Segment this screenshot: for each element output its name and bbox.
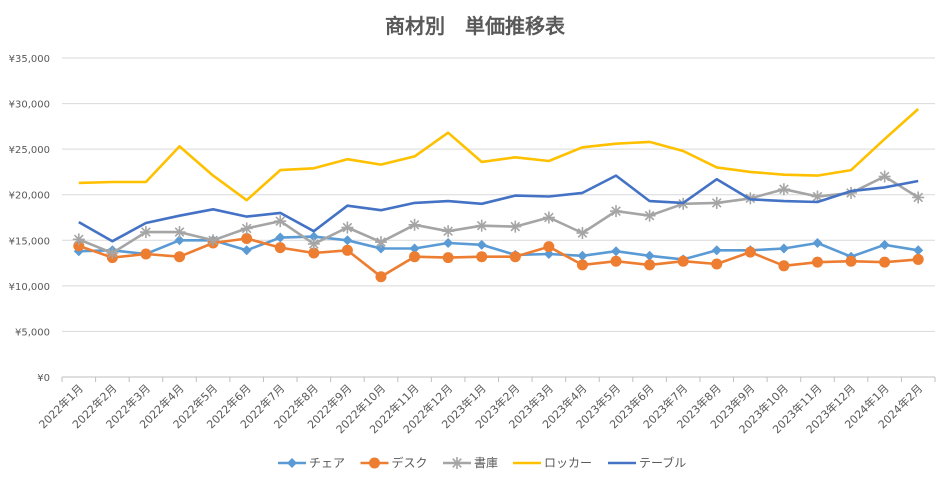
data-point <box>375 271 387 283</box>
data-point <box>778 260 790 272</box>
data-point <box>374 236 387 249</box>
data-point <box>442 225 455 238</box>
data-point <box>644 250 655 261</box>
series-lines <box>72 108 925 283</box>
legend-label: テーブル <box>639 455 686 470</box>
grid-lines <box>62 57 935 378</box>
y-tick-label: ¥30,000 <box>9 100 50 111</box>
data-point <box>241 232 253 244</box>
data-point <box>643 209 656 222</box>
data-point <box>542 211 555 224</box>
y-axis-ticks: ¥0 ¥5,000 ¥10,000 ¥15,000 ¥20,000 ¥25,000 ¥30,… <box>9 54 50 384</box>
data-point <box>275 232 286 243</box>
legend-marker <box>287 458 297 468</box>
series-5 <box>78 174 919 243</box>
data-point <box>610 205 623 218</box>
legend-item: デスク <box>360 455 428 470</box>
data-point <box>811 256 823 268</box>
data-point <box>72 233 85 246</box>
data-point <box>912 191 925 204</box>
y-tick-label: ¥15,000 <box>9 236 50 247</box>
legend-item: 書庫 <box>443 456 498 470</box>
data-point <box>475 219 488 232</box>
data-point <box>577 250 588 261</box>
legend-marker <box>369 457 380 469</box>
data-point <box>845 255 857 267</box>
data-point <box>711 245 722 256</box>
data-point <box>576 226 589 239</box>
data-point <box>778 243 789 254</box>
data-point <box>610 255 622 267</box>
data-point <box>879 239 890 250</box>
data-point <box>409 251 421 263</box>
data-point <box>341 244 353 256</box>
data-point <box>476 251 488 263</box>
legend-label: チェア <box>309 456 345 470</box>
data-point <box>576 259 588 271</box>
data-point <box>913 245 924 256</box>
data-point <box>174 235 185 246</box>
chart-title: 商材別 単価推移表 <box>385 14 566 38</box>
series-line <box>78 108 920 202</box>
series-line <box>78 237 919 279</box>
y-tick-label: ¥0 <box>37 373 50 384</box>
legend-item: チェア <box>278 456 345 470</box>
x-axis: 2022年1月2022年2月2022年3月2022年4月2022年5月2022年… <box>36 377 936 436</box>
data-point <box>811 190 824 203</box>
data-point <box>139 226 152 239</box>
data-point <box>274 215 287 228</box>
y-tick-label: ¥5,000 <box>15 327 50 338</box>
data-point <box>644 259 656 271</box>
data-point <box>442 252 454 264</box>
data-point <box>241 245 252 256</box>
data-point <box>207 234 220 247</box>
data-point <box>777 183 790 196</box>
legend-label: デスク <box>392 455 428 470</box>
data-point <box>611 246 622 257</box>
data-point <box>912 253 924 265</box>
data-point <box>509 251 521 263</box>
series-line <box>78 175 919 255</box>
data-point <box>240 222 253 235</box>
y-tick-label: ¥35,000 <box>9 54 50 65</box>
series-4 <box>78 108 920 202</box>
series-line <box>78 174 919 243</box>
data-point <box>879 256 891 268</box>
data-point <box>409 243 420 254</box>
data-point <box>140 248 152 260</box>
y-tick-label: ¥20,000 <box>9 191 50 202</box>
legend-label: 書庫 <box>474 456 498 470</box>
data-point <box>509 220 522 233</box>
data-point <box>307 237 320 250</box>
data-point <box>543 241 555 253</box>
data-point <box>443 238 454 249</box>
data-point <box>174 251 186 263</box>
data-point <box>812 238 823 249</box>
data-point <box>308 231 319 242</box>
y-tick-label: ¥25,000 <box>9 145 50 156</box>
data-point <box>878 170 891 183</box>
legend-label: ロッカー <box>544 456 592 470</box>
data-point <box>342 235 353 246</box>
data-point <box>744 246 756 258</box>
data-point <box>677 255 689 267</box>
data-point <box>341 221 354 234</box>
data-point <box>710 196 723 209</box>
data-point <box>308 247 320 259</box>
y-tick-label: ¥10,000 <box>9 282 50 293</box>
data-point <box>375 243 386 254</box>
legend-item: ロッカー <box>513 456 592 470</box>
data-point <box>274 242 286 254</box>
data-point <box>106 247 119 260</box>
legend: チェア デスク 書庫 ロッカー テーブル <box>278 455 686 470</box>
legend-marker <box>451 457 463 469</box>
data-point <box>476 239 487 250</box>
legend-item: テーブル <box>608 455 686 470</box>
data-point <box>408 218 421 231</box>
series-2 <box>73 232 924 283</box>
data-point <box>173 226 186 239</box>
data-point <box>711 258 723 270</box>
